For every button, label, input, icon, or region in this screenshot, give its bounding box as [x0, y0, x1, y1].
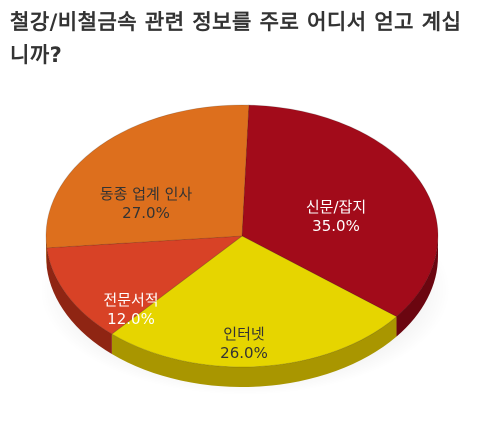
pie-slices	[45, 104, 439, 368]
slice-label-industry-peers: 동종 업계 인사	[100, 185, 193, 203]
pie-side-specialist-books	[46, 247, 112, 354]
slice-label-newspaper-magazine: 신문/잡지	[306, 198, 366, 216]
slice-value-internet: 26.0%	[220, 344, 268, 362]
pie-slice-industry-peers	[45, 104, 250, 249]
chart-title: 철강/비철금속 관련 정보를 주로 어디서 얻고 계십니까?	[10, 10, 462, 67]
slice-value-specialist-books: 12.0%	[107, 310, 155, 328]
slice-label-specialist-books: 전문서적	[103, 291, 158, 309]
pie-slice-specialist-books	[46, 235, 244, 335]
pie-sides	[46, 236, 438, 387]
slice-value-industry-peers: 27.0%	[122, 204, 170, 222]
slice-label-internet: 인터넷	[223, 325, 264, 343]
pie-side-industry-peers	[46, 236, 47, 268]
pie-side-internet	[111, 316, 397, 387]
pie-slice-internet	[111, 235, 398, 368]
pie-side-newspaper-magazine	[396, 236, 438, 337]
slice-value-newspaper-magazine: 35.0%	[312, 217, 360, 235]
pie-slice-newspaper-magazine	[241, 104, 439, 318]
